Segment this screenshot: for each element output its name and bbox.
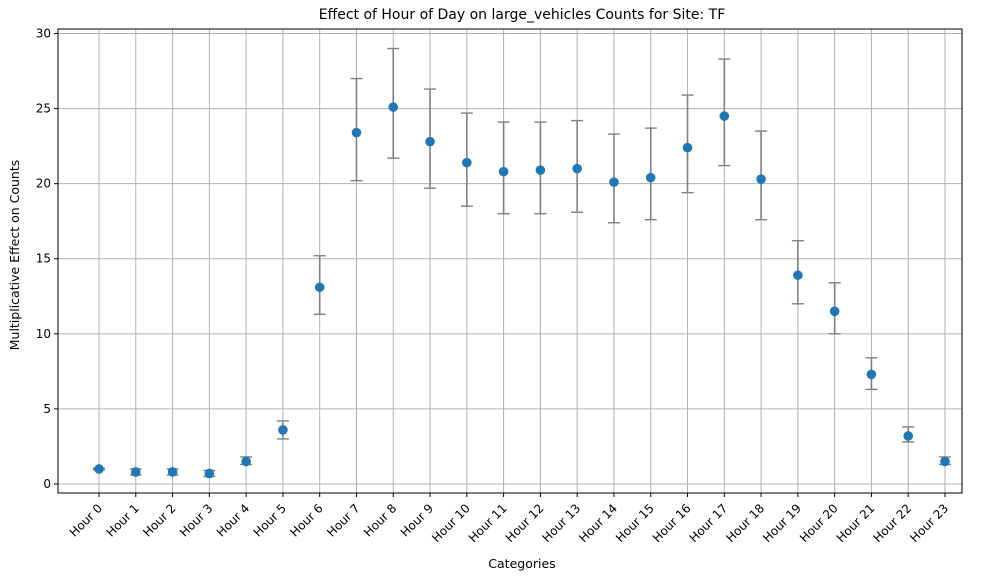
error-bars: [93, 47, 951, 478]
x-tick-label: Hour 3: [177, 501, 215, 539]
data-point: [351, 127, 362, 138]
y-tick-label: 15: [36, 252, 51, 266]
data-point: [535, 165, 546, 175]
x-tick-label: Hour 23: [907, 501, 951, 545]
data-point: [388, 102, 399, 112]
x-tick-label: Hour 13: [539, 501, 583, 545]
data-point: [866, 369, 877, 380]
chart-title: Effect of Hour of Day on large_vehicles …: [319, 7, 726, 23]
data-point: [829, 306, 840, 317]
y-axis-label: Multiplicative Effect on Counts: [7, 160, 22, 351]
x-tick-label: Hour 6: [287, 501, 325, 539]
data-point: [903, 431, 914, 441]
y-tick-label: 5: [43, 402, 51, 416]
data-point: [682, 142, 693, 153]
x-tick-label: Hour 1: [103, 501, 141, 539]
plot-frame: [57, 28, 963, 494]
x-tick-label: Hour 2: [140, 501, 178, 539]
x-tick-label: Hour 22: [870, 501, 914, 545]
data-point: [241, 456, 251, 467]
x-tick-label: Hour 10: [429, 501, 473, 545]
y-tick-label: 25: [36, 102, 51, 116]
data-point: [793, 270, 803, 281]
y-tick-label: 0: [43, 477, 51, 491]
y-tick-label: 20: [36, 177, 51, 191]
x-tick-label: Hour 21: [834, 501, 878, 545]
data-point: [719, 111, 730, 121]
x-tick-label: Hour 15: [613, 501, 657, 545]
data-point: [130, 467, 141, 477]
x-tick-label: Hour 5: [251, 501, 289, 539]
x-tick-label: Hour 4: [214, 501, 252, 539]
data-point: [425, 136, 435, 147]
data-points: [94, 102, 950, 479]
x-tick-label: Hour 19: [760, 501, 804, 545]
data-point: [462, 157, 472, 168]
data-point: [572, 163, 582, 174]
x-tick-label: Hour 20: [797, 501, 841, 545]
data-point: [314, 282, 325, 293]
data-point: [94, 464, 104, 474]
data-point: [204, 468, 215, 479]
y-tick-label: 10: [36, 327, 51, 341]
x-tick-label: Hour 12: [503, 501, 547, 545]
data-point: [645, 172, 656, 183]
x-tick-label: Hour 16: [650, 501, 694, 545]
y-tick-label: 30: [36, 27, 51, 41]
x-axis-label: Categories: [488, 556, 555, 571]
data-point: [609, 177, 619, 187]
data-point: [167, 467, 178, 477]
data-point: [756, 174, 766, 184]
y-axis: 0 5 10 15 20 25 30: [36, 27, 58, 491]
grid-lines: [58, 29, 962, 493]
data-point: [940, 456, 950, 467]
x-tick-label: Hour 8: [361, 501, 399, 539]
x-tick-label: Hour 0: [67, 501, 105, 539]
x-tick-label: Hour 18: [723, 501, 767, 545]
x-tick-label: Hour 7: [324, 501, 362, 539]
x-tick-label: Hour 17: [687, 501, 731, 545]
data-point: [498, 166, 509, 177]
data-point: [278, 425, 288, 435]
x-tick-label: Hour 11: [466, 501, 510, 545]
x-tick-label: Hour 14: [576, 501, 620, 545]
